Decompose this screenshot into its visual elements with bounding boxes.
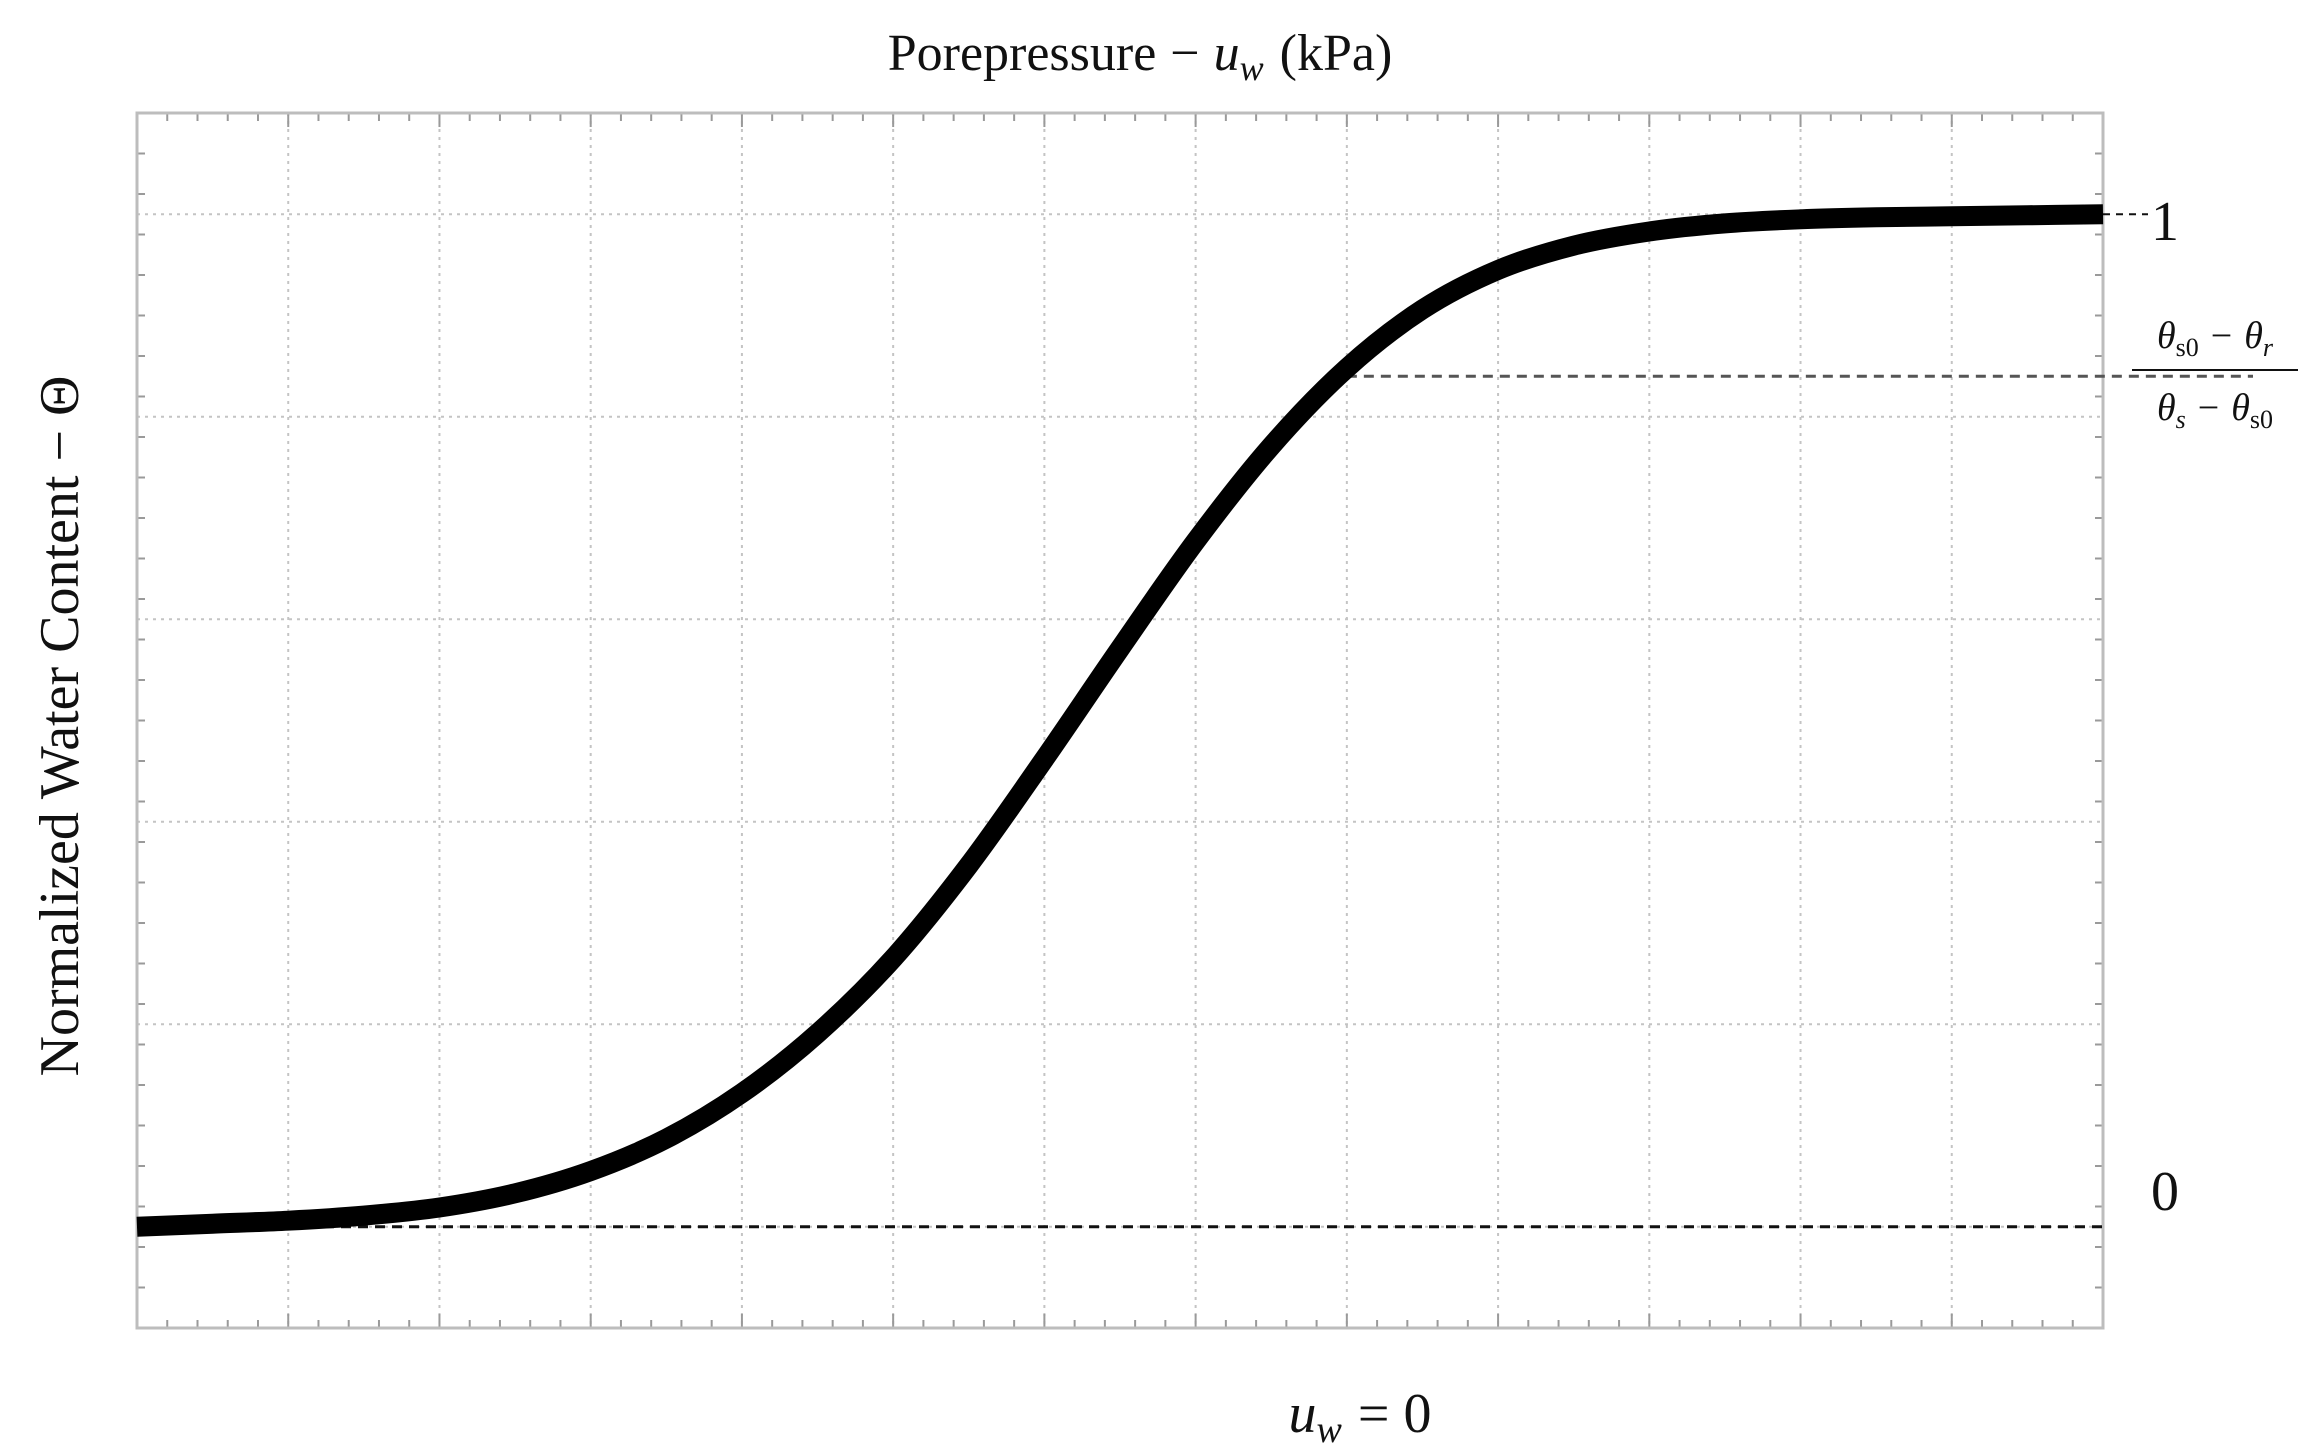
water-content-curve bbox=[136, 204, 2104, 1237]
chart-title: Porepressure − uw (kPa) bbox=[888, 25, 1393, 88]
tick-marks bbox=[136, 112, 2104, 1329]
fraction-denominator: θs − θs0 bbox=[2157, 387, 2273, 434]
grid bbox=[137, 113, 2103, 1328]
plot-frame bbox=[135, 111, 2105, 1330]
y-tick-label-one: 1 bbox=[2151, 191, 2179, 253]
fraction-numerator: θs0− θr bbox=[2157, 315, 2274, 362]
y-axis-label: Normalized Water Content−Θ bbox=[29, 376, 91, 1077]
reference-level-fraction: θs0− θr θs − θs0 bbox=[2132, 315, 2298, 434]
y-tick-label-zero: 0 bbox=[2151, 1161, 2179, 1223]
x-axis-label: uw = 0 bbox=[1289, 1383, 1432, 1448]
